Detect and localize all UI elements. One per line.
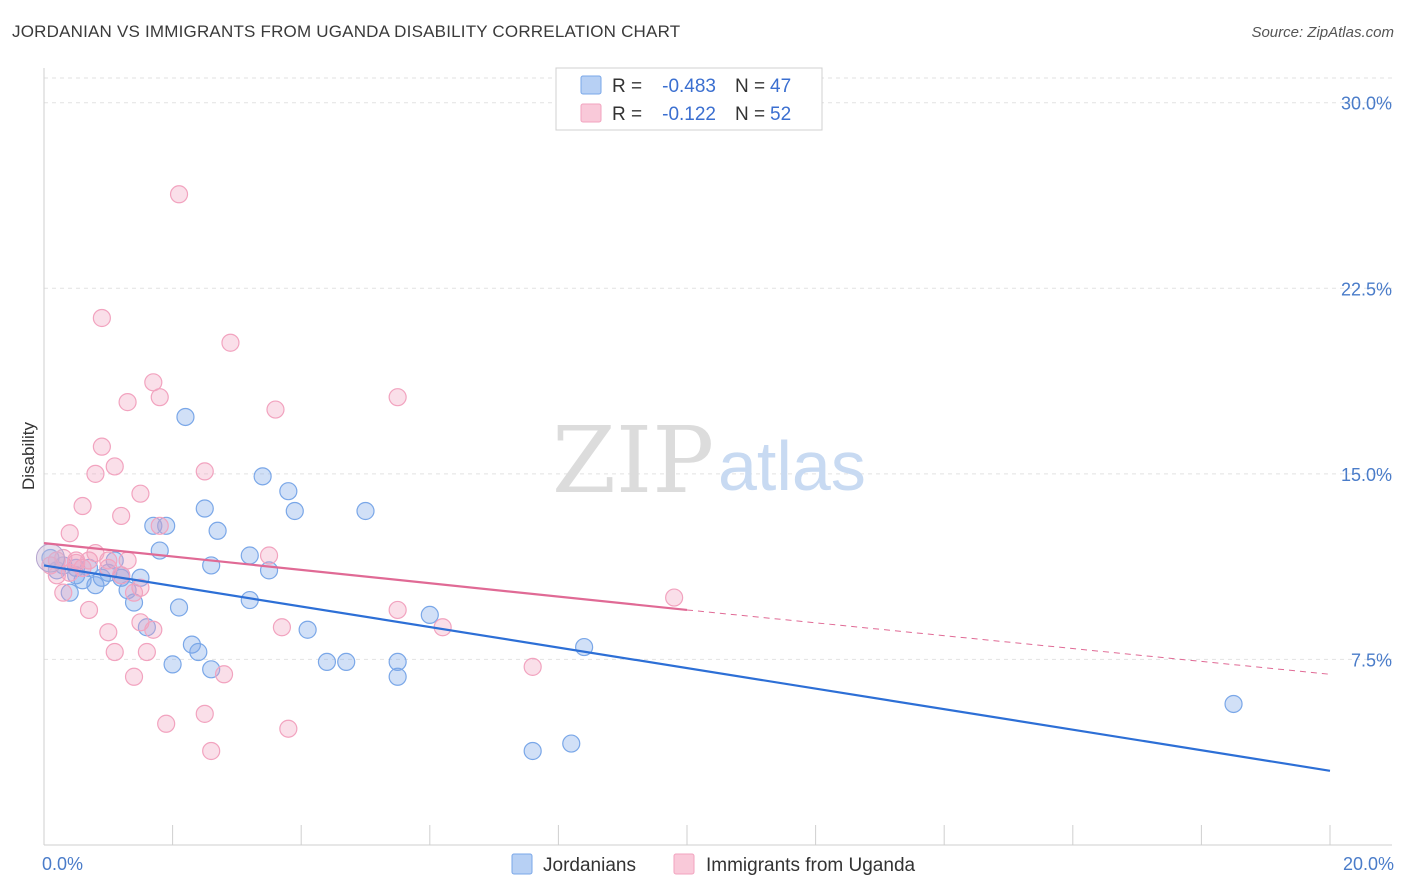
point-jordanians-37 (388, 652, 407, 672)
y-tick-labels: 7.5% 15.0% 22.5% 30.0% (1341, 94, 1392, 671)
point-uganda-50 (60, 563, 79, 582)
point-jordanians-43 (1224, 694, 1243, 714)
series-legend: Jordanians Immigrants from Uganda (511, 853, 916, 876)
point-uganda-28 (195, 704, 214, 723)
point-uganda-19 (131, 484, 150, 503)
point-uganda-3 (60, 524, 79, 543)
legend-label-jordanians: Jordanians (543, 855, 636, 876)
point-jordanians-39 (420, 605, 439, 625)
point-uganda-36 (92, 308, 111, 328)
y-axis-label: Disability (19, 421, 38, 490)
point-jordanians-15 (144, 516, 163, 535)
gridlines (44, 77, 1392, 660)
axes (43, 68, 1392, 846)
trend-lines (43, 542, 1331, 772)
point-uganda-25 (157, 714, 176, 733)
point-jordanians-32 (285, 501, 304, 521)
x-tick-labels: 0.0% 20.0% (42, 854, 1394, 874)
point-jordanians-33 (298, 620, 317, 639)
legend-label-uganda: Immigrants from Uganda (706, 855, 916, 876)
trend-line-uganda-dashed (686, 609, 1331, 675)
point-uganda-11 (105, 457, 124, 476)
point-jordanians-40 (523, 741, 542, 761)
point-uganda-21 (144, 620, 163, 639)
point-uganda-49 (131, 578, 150, 597)
trend-line-jordanians (43, 564, 1331, 772)
point-jordanians-21 (182, 635, 201, 654)
point-uganda-44 (665, 588, 684, 607)
point-jordanians-22 (189, 642, 208, 662)
point-uganda-2 (54, 583, 73, 602)
point-uganda-9 (99, 623, 118, 642)
watermark-zip: ZIP (552, 407, 714, 514)
source-note: Source: ZipAtlas.com (1251, 24, 1394, 41)
point-jordanians-19 (169, 598, 189, 617)
stats-r-label-1: R = (612, 76, 642, 97)
point-uganda-15 (118, 393, 137, 412)
y-tick-label-0: 7.5% (1351, 650, 1392, 670)
point-jordanians-27 (240, 546, 259, 565)
point-uganda-13 (112, 506, 131, 526)
point-jordanians-20 (176, 407, 195, 427)
point-jordanians-31 (279, 482, 298, 501)
point-jordanians-17 (157, 516, 176, 535)
point-uganda-12 (105, 642, 124, 662)
point-uganda-8 (92, 437, 111, 456)
point-uganda-40 (388, 600, 407, 620)
point-uganda-29 (202, 741, 221, 761)
x-tick-label-1: 20.0% (1343, 854, 1394, 874)
point-jordanians-41 (562, 734, 581, 753)
stats-n-value-2: 52 (770, 104, 791, 125)
point-jordanians-18 (163, 655, 182, 674)
point-uganda-31 (221, 333, 240, 352)
watermark-atlas: atlas (718, 427, 866, 505)
y-tick-label-2: 22.5% (1341, 279, 1392, 299)
point-jordanians-29 (253, 467, 272, 486)
point-uganda-24 (150, 388, 169, 407)
stats-r-value-2: -0.122 (662, 104, 716, 125)
point-uganda-26 (169, 185, 189, 204)
point-jordanians-26 (208, 521, 227, 540)
point-uganda-23 (150, 516, 169, 535)
watermark: ZIP atlas (552, 407, 866, 514)
point-jordanians-7 (86, 576, 105, 595)
stats-n-label-2: N = (735, 104, 765, 125)
point-uganda-41 (388, 388, 407, 407)
point-uganda-51 (79, 551, 99, 570)
point-jordanians-36 (356, 501, 375, 521)
point-uganda-17 (124, 667, 144, 686)
point-uganda-34 (272, 618, 292, 637)
y-tick-label-1: 15.0% (1341, 465, 1392, 485)
y-tick-label-3: 30.0% (1341, 94, 1392, 114)
point-uganda-7 (86, 464, 105, 483)
stats-swatch-uganda (580, 103, 602, 123)
point-uganda-27 (195, 462, 214, 481)
point-jordanians-38 (388, 667, 407, 686)
point-uganda-35 (279, 719, 298, 738)
point-jordanians-3 (60, 583, 79, 602)
point-jordanians-35 (337, 652, 356, 672)
point-uganda-6 (79, 600, 99, 620)
chart-title: JORDANIAN VS IMMIGRANTS FROM UGANDA DISA… (12, 22, 681, 41)
stats-r-label-2: R = (612, 104, 642, 125)
point-uganda-30 (214, 665, 234, 684)
stats-swatch-jordanians (580, 75, 602, 95)
legend-swatch-uganda (673, 853, 695, 875)
stats-n-value-1: 47 (770, 76, 791, 97)
point-uganda-5 (73, 496, 92, 516)
trend-line-uganda (43, 542, 688, 612)
point-uganda-20 (137, 642, 156, 662)
stats-legend: R = -0.483 N = 47 R = -0.122 N = 52 (555, 67, 823, 131)
stats-r-value-1: -0.483 (662, 76, 716, 97)
point-jordanians-34 (317, 652, 337, 672)
point-jordanians-23 (195, 499, 214, 518)
x-tick-label-0: 0.0% (42, 854, 83, 874)
point-uganda-43 (523, 657, 542, 676)
legend-swatch-jordanians (511, 853, 533, 875)
point-uganda-32 (259, 546, 279, 565)
point-uganda-33 (266, 400, 285, 419)
stats-n-label-1: N = (735, 76, 765, 97)
